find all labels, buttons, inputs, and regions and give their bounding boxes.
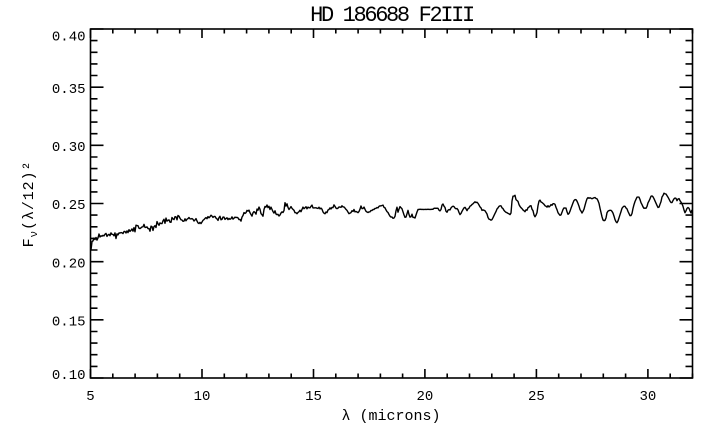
svg-text:λ (microns): λ (microns) [341, 408, 440, 425]
svg-text:0.15: 0.15 [52, 314, 86, 330]
svg-text:0.35: 0.35 [52, 82, 86, 98]
svg-text:0.10: 0.10 [52, 368, 86, 384]
svg-text:0.20: 0.20 [52, 256, 86, 272]
svg-text:0.40: 0.40 [52, 30, 86, 46]
svg-text:30: 30 [639, 389, 656, 405]
svg-text:Fν(λ/12)²: Fν(λ/12)² [21, 161, 41, 248]
svg-text:15: 15 [305, 389, 322, 405]
svg-text:HD 186688 F2III: HD 186688 F2III [310, 3, 474, 28]
svg-text:20: 20 [416, 389, 433, 405]
svg-text:10: 10 [194, 389, 211, 405]
svg-text:0.30: 0.30 [52, 140, 86, 156]
svg-text:25: 25 [528, 389, 545, 405]
svg-text:5: 5 [86, 389, 94, 405]
svg-text:0.25: 0.25 [52, 198, 86, 214]
